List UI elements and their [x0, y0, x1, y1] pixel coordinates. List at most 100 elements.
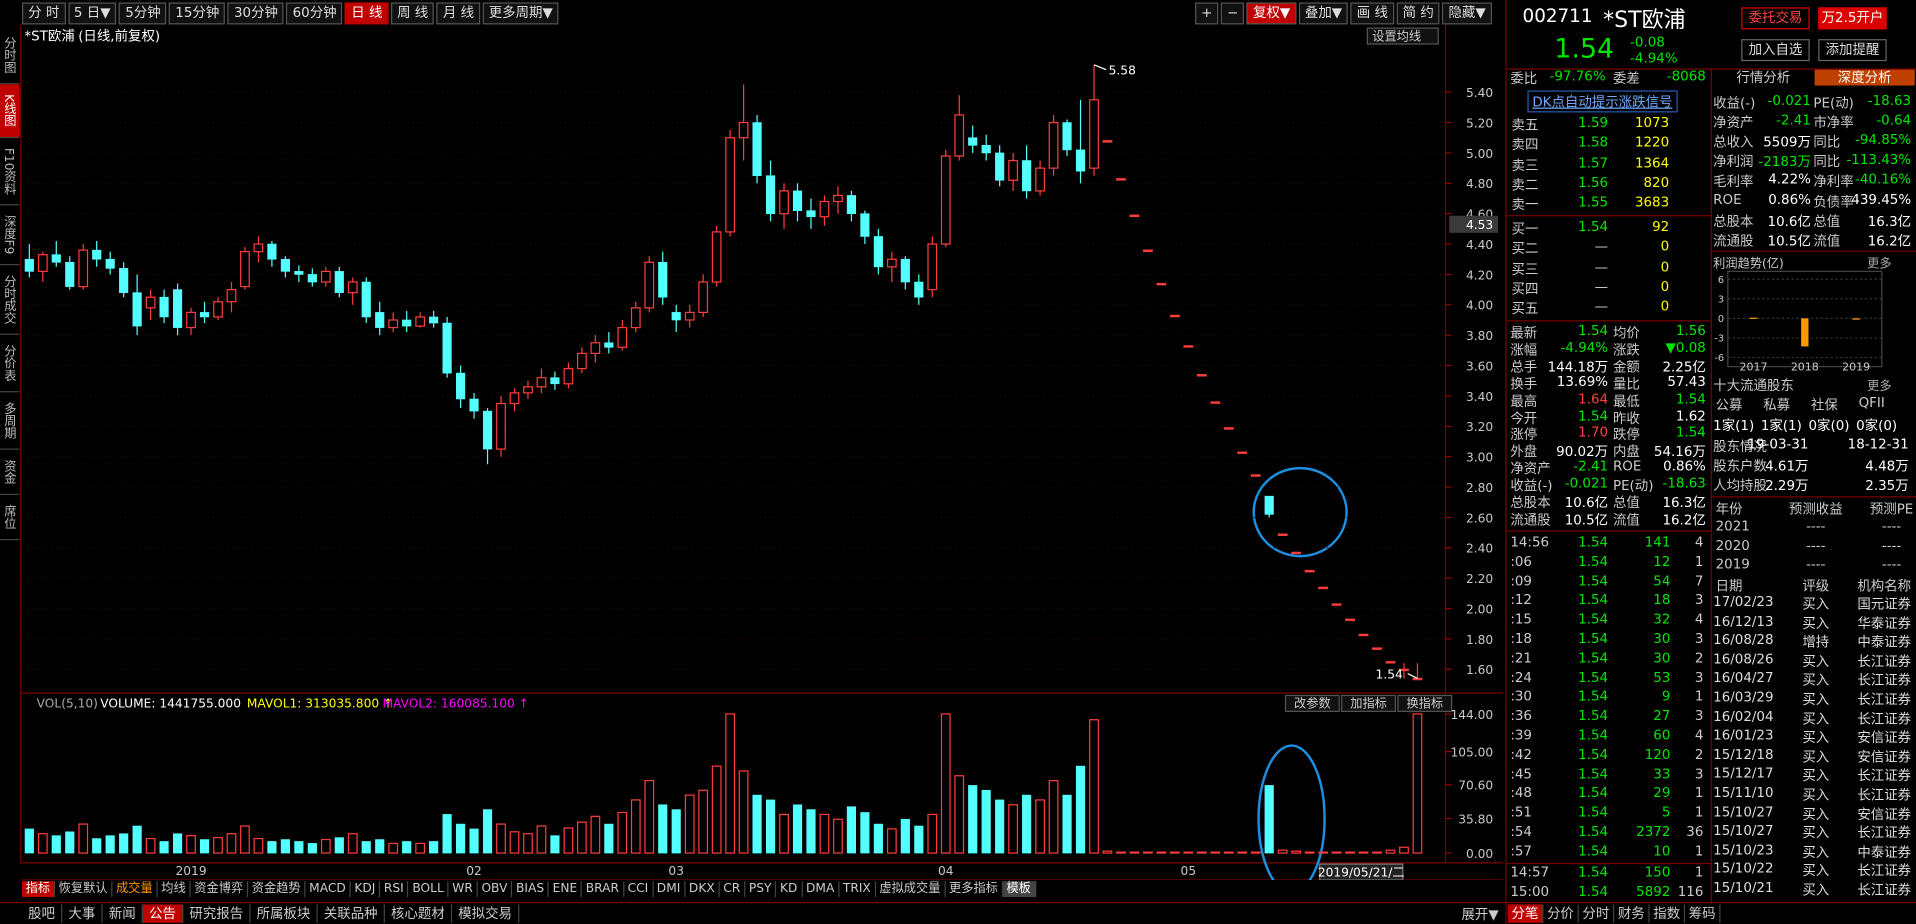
indicator-button-label[interactable]: 加指标: [1350, 696, 1387, 711]
ma-button[interactable]: [1366, 27, 1439, 45]
quote-cell: -97.76%: [1549, 68, 1606, 85]
side-tab[interactable]: 分价表: [0, 335, 20, 393]
indicator-tab[interactable]: OBV: [478, 881, 513, 898]
side-tab[interactable]: 深度F9: [0, 205, 20, 266]
candle-body: [1304, 569, 1315, 573]
side-panel-tab[interactable]: 财务: [1614, 904, 1650, 923]
candle-body: [833, 194, 843, 203]
indicator-tab[interactable]: 虚拟成交量: [876, 881, 946, 898]
tool-button[interactable]: 叠加▼: [1298, 2, 1349, 25]
bottom-tab[interactable]: 关联品种: [318, 904, 385, 923]
indicator-tab[interactable]: DMI: [653, 881, 686, 898]
side-panel-tab[interactable]: 筹码: [1685, 904, 1721, 923]
tool-button[interactable]: +: [1195, 2, 1219, 25]
indicator-button[interactable]: [1397, 694, 1453, 712]
indicator-tab[interactable]: TRIX: [839, 881, 876, 898]
tick-cell: 141: [1644, 534, 1671, 550]
volume-bar: [456, 823, 466, 854]
indicator-tab[interactable]: RSI: [380, 881, 409, 898]
indicator-tab[interactable]: BIAS: [512, 881, 549, 898]
side-tab[interactable]: 资金: [0, 450, 20, 496]
bottom-tab[interactable]: 核心题材: [385, 904, 453, 923]
indicator-tab[interactable]: WR: [449, 881, 478, 898]
indicator-tab[interactable]: 成交量: [112, 881, 158, 898]
stat-cell: 54.16万: [1653, 444, 1706, 460]
tool-button[interactable]: 隐藏▼: [1442, 2, 1492, 25]
candle-body: [1035, 167, 1045, 192]
fundamental-cell: 净利率: [1813, 174, 1854, 190]
volume-bar: [1385, 849, 1396, 854]
stat-cell: 换手: [1510, 376, 1538, 392]
period-tab[interactable]: 月 线: [436, 2, 481, 25]
bottom-tab[interactable]: 所属板块: [250, 904, 318, 923]
tool-button[interactable]: −: [1220, 2, 1245, 25]
bottom-tab[interactable]: 大事: [62, 904, 103, 923]
indicator-button-label[interactable]: 换指标: [1406, 696, 1443, 711]
candle-body: [752, 122, 762, 177]
expand-button[interactable]: 展开▼: [1461, 906, 1499, 923]
ma-button-label[interactable]: 设置均线: [1372, 29, 1421, 43]
period-tab[interactable]: 周 线: [390, 2, 435, 25]
indicator-tab[interactable]: 指标: [21, 881, 55, 898]
indicator-tab[interactable]: CCI: [624, 881, 654, 898]
tool-button[interactable]: 简 约: [1396, 2, 1440, 25]
holders-more[interactable]: 更多: [1867, 380, 1892, 394]
analysis-tab[interactable]: 行情分析: [1736, 69, 1791, 86]
period-tab[interactable]: 30分钟: [227, 2, 285, 25]
period-tab[interactable]: 日 线: [345, 2, 389, 25]
indicator-tab[interactable]: 资金博弈: [191, 881, 249, 898]
action-button[interactable]: 添加提醒: [1818, 39, 1887, 62]
action-button[interactable]: 万2.5开户: [1818, 7, 1887, 30]
side-tab[interactable]: 席位: [0, 495, 20, 541]
side-panel-tab[interactable]: 分时: [1579, 904, 1615, 923]
bottom-tab[interactable]: 研究报告: [183, 904, 251, 923]
indicator-button[interactable]: [1341, 694, 1397, 712]
period-tab[interactable]: 5分钟: [119, 2, 167, 25]
indicator-tab[interactable]: ENE: [549, 881, 583, 898]
profit-more[interactable]: 更多: [1867, 257, 1892, 272]
bottom-tab[interactable]: 模拟交易: [452, 904, 520, 923]
indicator-tab[interactable]: KD: [776, 881, 803, 898]
period-tab[interactable]: 60分钟: [286, 2, 343, 25]
action-button[interactable]: 委托交易: [1741, 7, 1810, 30]
indicator-tab[interactable]: CR: [720, 881, 746, 898]
indicator-tab[interactable]: 资金趋势: [248, 881, 306, 898]
indicator-tab[interactable]: DMA: [802, 881, 840, 898]
tool-button[interactable]: 复权▼: [1246, 2, 1297, 25]
indicator-button[interactable]: [1284, 694, 1340, 712]
side-tab[interactable]: 分时成交: [0, 265, 20, 336]
signal-link[interactable]: DK点自动提示涨跌信号: [1527, 90, 1678, 113]
volume-bar: [1062, 794, 1072, 854]
side-tab[interactable]: 分时图: [0, 27, 20, 85]
indicator-tab[interactable]: PSY: [745, 881, 777, 898]
period-tab[interactable]: 更多周期▼: [482, 2, 559, 25]
indicator-tab[interactable]: KDJ: [351, 881, 381, 898]
side-panel-tab[interactable]: 分价: [1543, 904, 1579, 923]
period-tab[interactable]: 分 时: [21, 2, 66, 25]
indicator-tab[interactable]: 更多指标: [945, 881, 1003, 898]
side-tab[interactable]: K线图: [0, 84, 20, 138]
bottom-tab[interactable]: 公告: [142, 904, 184, 923]
indicator-button-label[interactable]: 改参数: [1294, 696, 1331, 711]
bottom-tab[interactable]: 新闻: [103, 904, 143, 923]
indicator-tab[interactable]: BRAR: [582, 881, 624, 898]
tool-button[interactable]: 画 线: [1350, 2, 1395, 25]
volume-bar: [765, 799, 776, 854]
indicator-tab[interactable]: 均线: [158, 881, 191, 898]
side-tab[interactable]: 多周期: [0, 393, 20, 450]
period-tab[interactable]: 15分钟: [169, 2, 226, 25]
indicator-tab[interactable]: 恢复默认: [55, 881, 113, 898]
period-tab[interactable]: 5 日▼: [67, 2, 117, 25]
indicator-tab[interactable]: MACD: [305, 881, 351, 898]
bottom-tab[interactable]: 股吧: [22, 904, 63, 923]
analysis-tab[interactable]: 深度分析: [1814, 69, 1915, 86]
indicator-tab[interactable]: 模板: [1002, 881, 1036, 898]
side-panel-tab[interactable]: 分笔: [1507, 904, 1544, 923]
fundamental-cell: 负债率: [1813, 193, 1854, 210]
side-panel-tab[interactable]: 指数: [1650, 904, 1686, 923]
indicator-tab[interactable]: DKX: [685, 881, 720, 898]
indicator-tab[interactable]: BOLL: [409, 881, 449, 898]
side-tab[interactable]: F10资料: [0, 138, 20, 206]
rating-cell: 买入: [1802, 844, 1830, 861]
action-button[interactable]: 加入自选: [1741, 39, 1810, 62]
